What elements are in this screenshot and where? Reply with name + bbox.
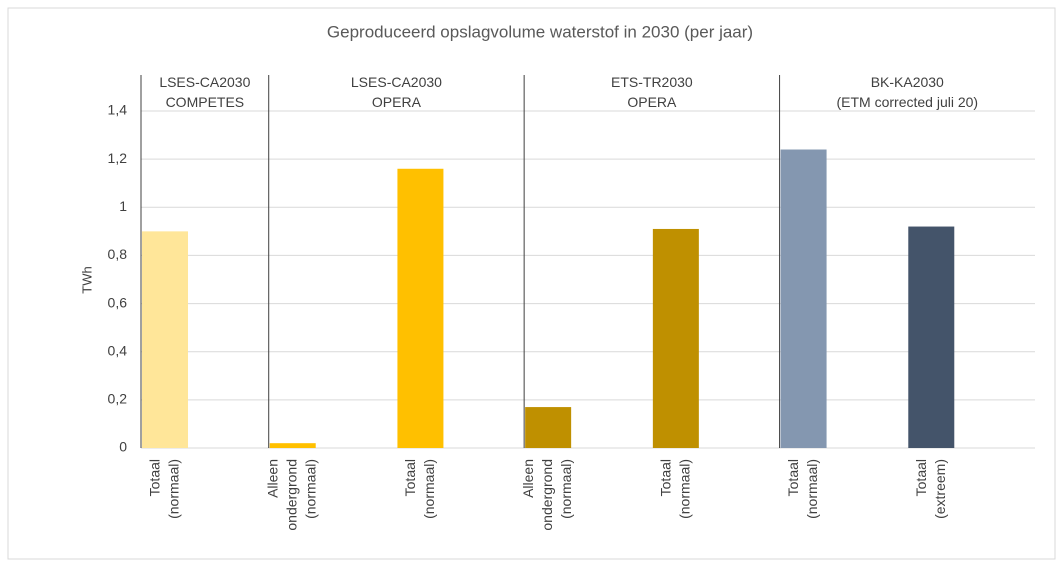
- y-tick-label: 1,2: [108, 150, 128, 166]
- bar: [142, 231, 188, 448]
- bar: [780, 149, 827, 448]
- y-tick-label: 0,6: [108, 294, 128, 310]
- group-label: BK-KA2030 (ETM corrected juli 20): [836, 74, 978, 110]
- y-tick-label: 0,8: [108, 246, 128, 262]
- y-axis-title: TWh: [79, 266, 94, 293]
- bar: [652, 228, 699, 448]
- bar: [525, 407, 572, 448]
- y-tick-label: 0,4: [108, 342, 128, 358]
- bar: [908, 226, 955, 448]
- chart-title: Geproduceerd opslagvolume waterstof in 2…: [327, 22, 753, 41]
- group-label: LSES-CA2030 OPERA: [351, 74, 442, 110]
- x-tick-label: Totaal (normaal): [146, 459, 181, 519]
- x-tick-label: Totaal (normaal): [402, 459, 437, 519]
- x-tick-label: Totaal (normaal): [785, 459, 820, 519]
- y-tick-label: 1,4: [108, 102, 128, 118]
- group-label: ETS-TR2030 OPERA: [611, 74, 693, 110]
- bar: [269, 443, 316, 448]
- x-tick-label: Alleen ondergrond (normaal): [264, 459, 318, 531]
- y-tick-label: 1: [119, 198, 127, 214]
- bar: [397, 168, 444, 448]
- y-tick-label: 0: [119, 439, 127, 455]
- x-tick-label: Alleen ondergrond (normaal): [520, 459, 574, 531]
- x-tick-label: Totaal (extreem): [912, 459, 947, 519]
- group-label: LSES-CA2030 COMPETES: [159, 74, 250, 110]
- y-tick-label: 0,2: [108, 391, 128, 407]
- x-tick-label: Totaal (normaal): [657, 459, 692, 519]
